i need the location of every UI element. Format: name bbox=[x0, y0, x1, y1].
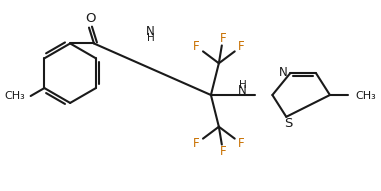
Text: F: F bbox=[219, 32, 226, 45]
Text: F: F bbox=[193, 40, 199, 53]
Text: CH₃: CH₃ bbox=[356, 91, 376, 101]
Text: N: N bbox=[146, 25, 155, 38]
Text: F: F bbox=[219, 145, 226, 158]
Text: CH₃: CH₃ bbox=[4, 91, 25, 101]
Text: N: N bbox=[279, 66, 288, 79]
Text: F: F bbox=[239, 137, 245, 150]
Text: H: H bbox=[147, 32, 154, 43]
Text: S: S bbox=[284, 117, 293, 130]
Text: N: N bbox=[238, 83, 247, 96]
Text: F: F bbox=[239, 40, 245, 53]
Text: H: H bbox=[239, 80, 247, 90]
Text: F: F bbox=[193, 137, 199, 150]
Text: O: O bbox=[86, 12, 96, 25]
